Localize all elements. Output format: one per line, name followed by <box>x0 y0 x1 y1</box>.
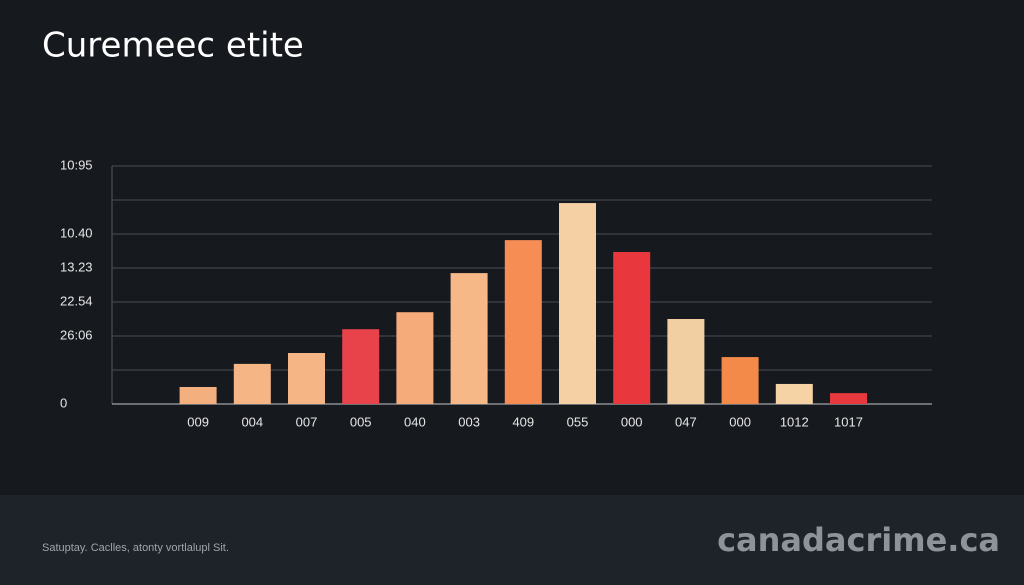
bar <box>775 383 813 404</box>
x-tick-label: 009 <box>187 414 209 429</box>
footer-caption: Satuptay. Caclles, atonty vortlalupl Sit… <box>42 542 229 554</box>
brand: canadacrime.ca <box>717 521 1000 559</box>
y-tick-label: 22.54 <box>60 293 93 308</box>
bar <box>613 252 651 404</box>
x-tick-label: 005 <box>350 414 372 429</box>
bar <box>450 273 488 404</box>
bar <box>233 363 271 404</box>
x-tick-label: 1012 <box>780 414 809 429</box>
x-tick-label: 055 <box>567 414 589 429</box>
footer-band <box>0 495 1024 585</box>
x-tick-label: 040 <box>404 414 426 429</box>
bar <box>559 203 596 404</box>
x-tick-label: 1017 <box>834 414 863 429</box>
x-tick-label: 047 <box>675 414 697 429</box>
x-tick-label: 007 <box>296 414 318 429</box>
y-tick-label: 0 <box>60 395 67 410</box>
bar <box>504 240 542 404</box>
y-tick-label: 10.40 <box>60 225 93 240</box>
bar <box>721 357 759 404</box>
chart-title: Curemeec etite <box>42 26 304 66</box>
y-tick-label: 26:06 <box>60 327 93 342</box>
bar <box>179 387 217 404</box>
x-tick-label: 004 <box>241 414 263 429</box>
bar <box>830 393 867 404</box>
x-tick-label: 409 <box>512 414 534 429</box>
x-tick-label: 000 <box>729 414 751 429</box>
bar <box>396 312 434 404</box>
y-tick-label: 13.23 <box>60 259 93 274</box>
y-tick-label: 10:95 <box>60 157 93 172</box>
x-tick-label: 003 <box>458 414 480 429</box>
bar <box>342 329 380 404</box>
bar <box>288 353 325 404</box>
bar <box>667 319 705 404</box>
x-tick-label: 000 <box>621 414 643 429</box>
